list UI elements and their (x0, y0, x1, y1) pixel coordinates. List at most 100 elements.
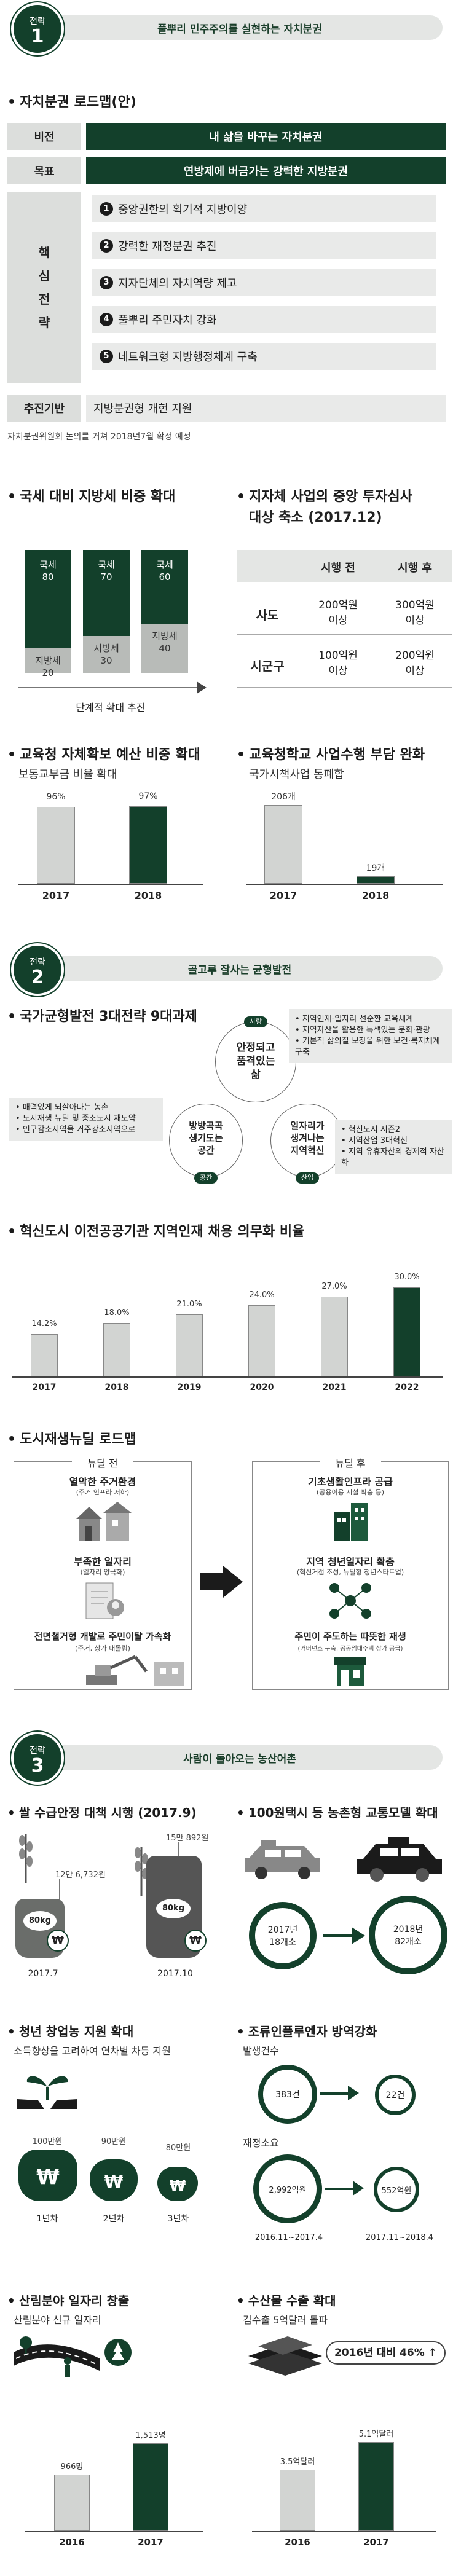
money-bag-icon: ₩ (157, 2167, 198, 2201)
bar-year-label: 2022 (395, 1383, 419, 1392)
strategy-3-title: 사람이 돌아오는 농산어촌 (183, 1753, 296, 1765)
tax-national-label: 국세 80 (39, 559, 57, 583)
strategy-item: 4 풀뿌리 주민자치 강화 (92, 306, 436, 333)
strategy-number: 1 (100, 202, 113, 216)
strategy-number: 2 (100, 239, 113, 253)
renew-before-item-2: 부족한 일자리 (74, 1556, 132, 1568)
strategy-1-badge: 전략 1 (11, 2, 64, 55)
fish-sub: 김수출 5억달러 돌파 (243, 2314, 328, 2326)
strategy-text: 강력한 재정분권 추진 (118, 240, 217, 253)
forest-road-icon (14, 2336, 132, 2377)
base-text: 지방분권형 개헌 지원 (86, 395, 446, 422)
renew-title: 도시재생뉴딜 로드맵 (7, 1428, 136, 1448)
list-item-text: 인구감소지역을 거주강소지역으로 (22, 1125, 136, 1134)
strategy-number: 5 (100, 350, 113, 363)
bar-value-label: 21.0% (176, 1299, 202, 1309)
tax-national-label: 국세 60 (156, 559, 173, 583)
bar-year-label: 2017 (363, 2537, 389, 2548)
roadmap-title: 자치분권 로드맵(안) (7, 91, 136, 111)
rice-right-leader (178, 1842, 179, 1856)
list-item-text: 도시재생 뉴딜 및 중소도시 재도약 (22, 1114, 136, 1123)
tax-local-label: 지방세 30 (93, 643, 119, 666)
young-year: 1년차 (36, 2214, 58, 2224)
flu-arrow-line (320, 2092, 350, 2095)
bar (264, 805, 302, 884)
bar (37, 807, 75, 884)
young-title: 청년 창업농 지원 확대 (7, 2022, 134, 2040)
bar (129, 806, 167, 884)
flu-arrow-head (348, 2086, 359, 2100)
money-bag-icon: ₩ (18, 2150, 77, 2201)
bar (357, 876, 395, 884)
bar (280, 2469, 315, 2531)
review-row-after: 200억원 이상 (395, 650, 435, 677)
renew-before-sub-1: (주거 인프라 저하) (76, 1488, 130, 1496)
strategy-label-char: 핵 (38, 245, 50, 260)
vision-text: 내 삶을 바꾸는 자치분권 (86, 123, 446, 150)
tax-national-label: 국세 70 (98, 559, 115, 583)
circle-space-text: 방방곡곡 생기도는 공간 (189, 1120, 223, 1156)
seedling-hands-icon (17, 2076, 77, 2109)
bar-year-label: 2018 (104, 1383, 129, 1392)
circle-industry (270, 1104, 344, 1177)
circle-space-tag: 공간 (194, 1172, 218, 1184)
tax-local-bar (25, 648, 71, 673)
strategy-number: 4 (100, 313, 113, 326)
badge-number: 2 (31, 967, 44, 988)
strategy-text: 지자단체의 자치역량 제고 (118, 277, 237, 290)
base-label: 추진기반 (7, 395, 81, 422)
strategy-text: 풀뿌리 주민자치 강화 (118, 314, 217, 327)
badge-label: 전략 (30, 1746, 45, 1756)
review-header-bg (237, 550, 452, 582)
review-row-name: 사도 (256, 608, 279, 622)
strategy-item: 1 중앙권한의 획기적 지방이양 (92, 195, 436, 222)
strategy-number: 3 (100, 276, 113, 289)
renew-after-item-3: 주민이 주도하는 따뜻한 재생 (294, 1631, 406, 1642)
bar-value-label: 966명 (60, 2462, 84, 2472)
bar-year-label: 2019 (177, 1383, 202, 1392)
bar-value-label: 24.0% (249, 1290, 275, 1300)
review-row-name: 시군구 (250, 659, 285, 673)
badge-number: 1 (31, 26, 44, 47)
renew-after-sub-3: (거버넌스 구축, 공공임대주택 상가 공급) (297, 1646, 403, 1652)
list-item-text: 지역자산을 활용한 특색있는 문화·관광 (302, 1026, 430, 1035)
goal-text: 연방제에 버금가는 강력한 지방분권 (86, 157, 446, 184)
renew-after-label: 뉴딜 후 (320, 1455, 381, 1470)
strategy-item: 2 강력한 재정분권 추진 (92, 232, 436, 259)
bar-year-label: 2020 (250, 1383, 274, 1392)
strategy-1-banner: 풀뿌리 민주주의를 실현하는 자치분권 (37, 15, 443, 40)
bar-year-label: 2016 (285, 2537, 310, 2548)
list-people: • 지역인재-일자리 선순환 교육체계 • 지역자산을 활용한 특색있는 문화·… (289, 1009, 452, 1063)
renew-after-sub-2: (혁신거점 조성, 뉴딜형 청년스타트업) (296, 1568, 404, 1576)
bar (248, 1305, 275, 1376)
bar-year-label: 2018 (361, 890, 390, 901)
edu2-title: 교육청학교 사업수행 부담 완화 (237, 744, 425, 763)
strategy-label-char: 략 (38, 315, 50, 330)
building-icon (334, 1503, 368, 1541)
bar-year-label: 2017 (138, 2537, 164, 2548)
bar-year-label: 2018 (134, 890, 162, 901)
bar (133, 2443, 168, 2531)
strategy-2-banner: 골고루 잘사는 균형발전 (37, 956, 443, 981)
tax-local-label: 지방세 40 (152, 630, 178, 654)
review-row-after: 300억원 이상 (395, 599, 435, 627)
bar (393, 1287, 420, 1376)
taxi-old-icon (245, 1840, 320, 1879)
excavator-icon (86, 1655, 184, 1686)
renew-arrow (200, 1566, 243, 1598)
taxi-arrow-line (323, 1934, 353, 1937)
rice-left-value: 12만 6,732원 (55, 1871, 106, 1880)
strategy-1-title: 풀뿌리 민주주의를 실현하는 자치분권 (157, 23, 322, 36)
tax-national-bar (25, 550, 71, 648)
bar (103, 1323, 130, 1376)
review-row-before: 200억원 이상 (318, 599, 358, 627)
renew-before-item-3: 전면철거형 개발로 주민이탈 가속화 (34, 1631, 171, 1642)
bar (176, 1314, 203, 1376)
circle-people (215, 1021, 296, 1102)
list-item-text: 혁신도시 시즌2 (348, 1125, 400, 1134)
taxi-new-icon (357, 1837, 442, 1882)
won-coin-icon: ₩ (47, 1930, 69, 1952)
circle-industry-text: 일자리가 생겨나는 지역혁신 (290, 1120, 325, 1156)
tax-local-bar (83, 636, 130, 673)
